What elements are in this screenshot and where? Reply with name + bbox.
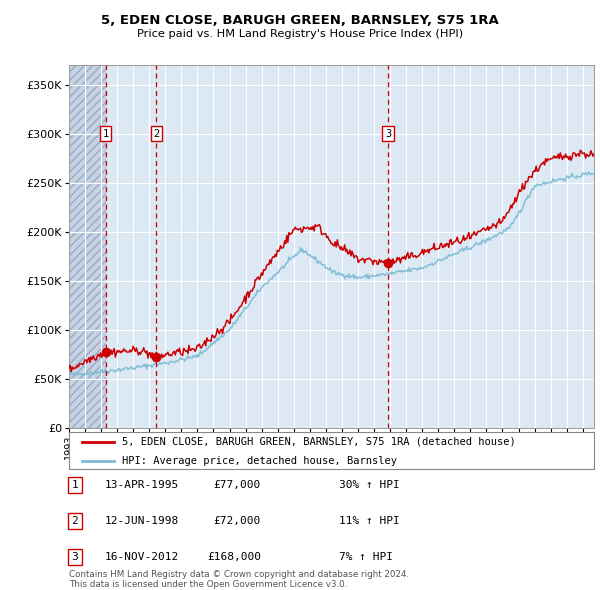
- Text: 3: 3: [385, 129, 391, 139]
- Text: 1: 1: [103, 129, 109, 139]
- Text: 1: 1: [71, 480, 79, 490]
- Text: 30% ↑ HPI: 30% ↑ HPI: [339, 480, 400, 490]
- Text: 13-APR-1995: 13-APR-1995: [105, 480, 179, 490]
- Text: 2: 2: [71, 516, 79, 526]
- Text: 2: 2: [154, 129, 160, 139]
- Text: This data is licensed under the Open Government Licence v3.0.: This data is licensed under the Open Gov…: [69, 579, 347, 589]
- Text: 5, EDEN CLOSE, BARUGH GREEN, BARNSLEY, S75 1RA: 5, EDEN CLOSE, BARUGH GREEN, BARNSLEY, S…: [101, 14, 499, 27]
- Text: £77,000: £77,000: [214, 480, 261, 490]
- Text: Contains HM Land Registry data © Crown copyright and database right 2024.: Contains HM Land Registry data © Crown c…: [69, 570, 409, 579]
- Text: 11% ↑ HPI: 11% ↑ HPI: [339, 516, 400, 526]
- Text: 12-JUN-1998: 12-JUN-1998: [105, 516, 179, 526]
- Text: £72,000: £72,000: [214, 516, 261, 526]
- Text: 16-NOV-2012: 16-NOV-2012: [105, 552, 179, 562]
- Text: 3: 3: [71, 552, 79, 562]
- Bar: [69, 65, 106, 428]
- Text: 7% ↑ HPI: 7% ↑ HPI: [339, 552, 393, 562]
- Text: £168,000: £168,000: [207, 552, 261, 562]
- Text: HPI: Average price, detached house, Barnsley: HPI: Average price, detached house, Barn…: [121, 456, 397, 466]
- Text: Price paid vs. HM Land Registry's House Price Index (HPI): Price paid vs. HM Land Registry's House …: [137, 30, 463, 39]
- Text: 5, EDEN CLOSE, BARUGH GREEN, BARNSLEY, S75 1RA (detached house): 5, EDEN CLOSE, BARUGH GREEN, BARNSLEY, S…: [121, 437, 515, 447]
